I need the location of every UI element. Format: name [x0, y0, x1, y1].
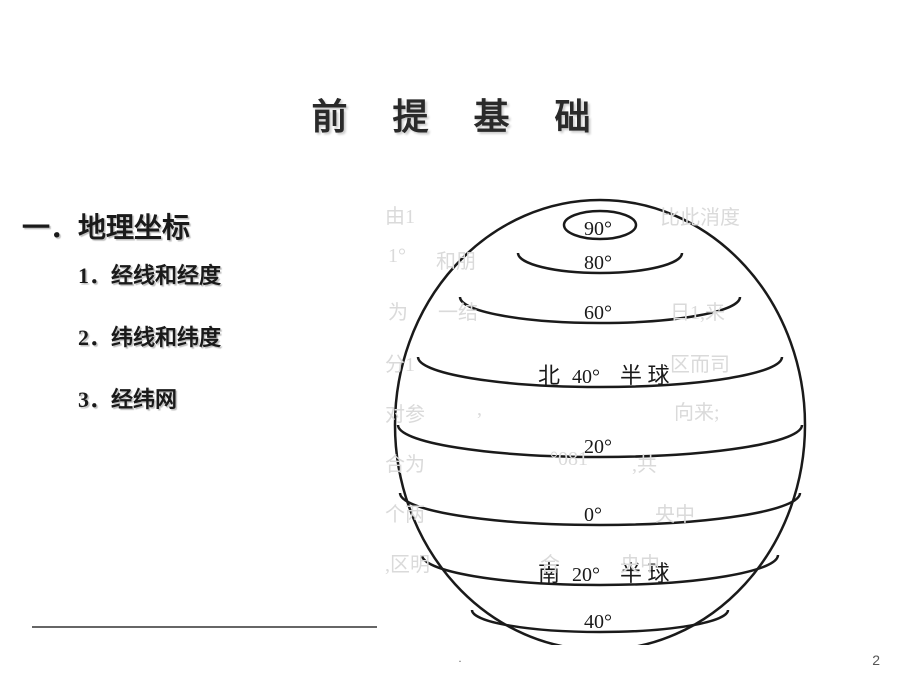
- ghost-text: 个两: [385, 498, 425, 527]
- section-heading: 一．地理坐标: [22, 206, 190, 246]
- section-list: 1．经线和经度 2．纬线和纬度 3．经纬网: [78, 258, 221, 444]
- slide-container: 前 提 基 础 一．地理坐标 1．经线和经度 2．纬线和纬度 3．经纬网 90°…: [0, 0, 920, 690]
- ghost-text: ,共: [632, 448, 657, 477]
- ghost-text: ,: [477, 398, 482, 421]
- slide-title: 前 提 基 础: [0, 88, 920, 140]
- ghost-text: 对参: [385, 398, 425, 427]
- section-number: 一．: [22, 213, 78, 244]
- ghost-text: 比此消度: [660, 201, 740, 230]
- section-title: 地理坐标: [78, 213, 190, 244]
- svg-text:90°: 90°: [584, 218, 612, 240]
- ghost-text: 央中: [655, 498, 695, 527]
- svg-text:20°: 20°: [584, 436, 612, 458]
- ghost-text: 由1: [385, 200, 415, 229]
- svg-text:40°: 40°: [572, 366, 600, 388]
- ghost-text: 向来;: [674, 396, 720, 425]
- page-number: 2: [872, 652, 880, 668]
- ghost-text: 合为: [385, 448, 425, 477]
- svg-text:20°: 20°: [572, 564, 600, 586]
- svg-text:半 球: 半 球: [620, 363, 670, 388]
- ghost-text: 央中: [620, 548, 660, 577]
- svg-text:40°: 40°: [584, 611, 612, 633]
- svg-text:北: 北: [538, 363, 560, 388]
- list-item: 2．纬线和纬度: [78, 320, 221, 352]
- svg-text:60°: 60°: [584, 302, 612, 324]
- ghost-text: 日1,来: [670, 296, 725, 325]
- ghost-text: ,区明: [385, 548, 430, 577]
- list-item: 1．经线和经度: [78, 258, 221, 290]
- svg-text:80°: 80°: [584, 252, 612, 274]
- ghost-text: 为: [388, 296, 408, 325]
- ghost-text: 分1: [385, 348, 415, 377]
- ghost-text: 1°: [388, 245, 406, 268]
- ghost-text: 区而司: [670, 348, 730, 377]
- ghost-text: 合: [540, 548, 560, 577]
- list-item: 3．经纬网: [78, 382, 221, 414]
- footer-symbol: .: [459, 651, 462, 666]
- ghost-text: 和朋: [436, 245, 476, 274]
- ghost-text: 一结: [438, 296, 478, 325]
- svg-text:0°: 0°: [584, 504, 602, 526]
- ghost-text: °081: [550, 448, 588, 471]
- horizontal-divider: [32, 626, 377, 628]
